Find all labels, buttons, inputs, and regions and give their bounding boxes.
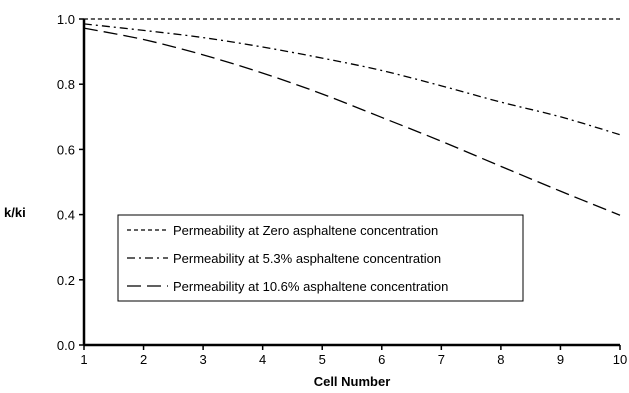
x-axis-title: Cell Number — [314, 374, 391, 389]
y-tick-label: 1.0 — [57, 12, 75, 27]
y-tick-label: 0.4 — [57, 208, 75, 223]
legend-label-3: Permeability at 10.6% asphaltene concent… — [173, 279, 448, 294]
x-tick-label: 4 — [259, 352, 266, 367]
x-tick-label: 1 — [80, 352, 87, 367]
y-tick-label: 0.2 — [57, 273, 75, 288]
x-tick-label: 6 — [378, 352, 385, 367]
legend-label-1: Permeability at Zero asphaltene concentr… — [173, 223, 438, 238]
x-tick-label: 7 — [438, 352, 445, 367]
x-tick-label: 9 — [557, 352, 564, 367]
x-tick-label: 10 — [613, 352, 627, 367]
x-tick-label: 3 — [199, 352, 206, 367]
y-axis-title: k/ki — [4, 205, 26, 220]
series-line-3 — [83, 27, 621, 216]
x-tick-label: 5 — [319, 352, 326, 367]
y-tick-label: 0.6 — [57, 142, 75, 157]
legend-label-2: Permeability at 5.3% asphaltene concentr… — [173, 251, 441, 266]
x-tick-label: 2 — [140, 352, 147, 367]
plot-lines — [83, 18, 621, 216]
axes: 0.0 0.2 0.4 0.6 0.8 1.0 1 2 3 4 5 6 7 8 9 10 — [57, 12, 627, 367]
y-tick-label: 0.0 — [57, 338, 75, 353]
legend: Permeability at Zero asphaltene concentr… — [117, 214, 524, 302]
x-tick-label: 8 — [497, 352, 504, 367]
y-tick-label: 0.8 — [57, 77, 75, 92]
legend-box — [117, 214, 524, 302]
series-line-2 — [83, 23, 621, 136]
